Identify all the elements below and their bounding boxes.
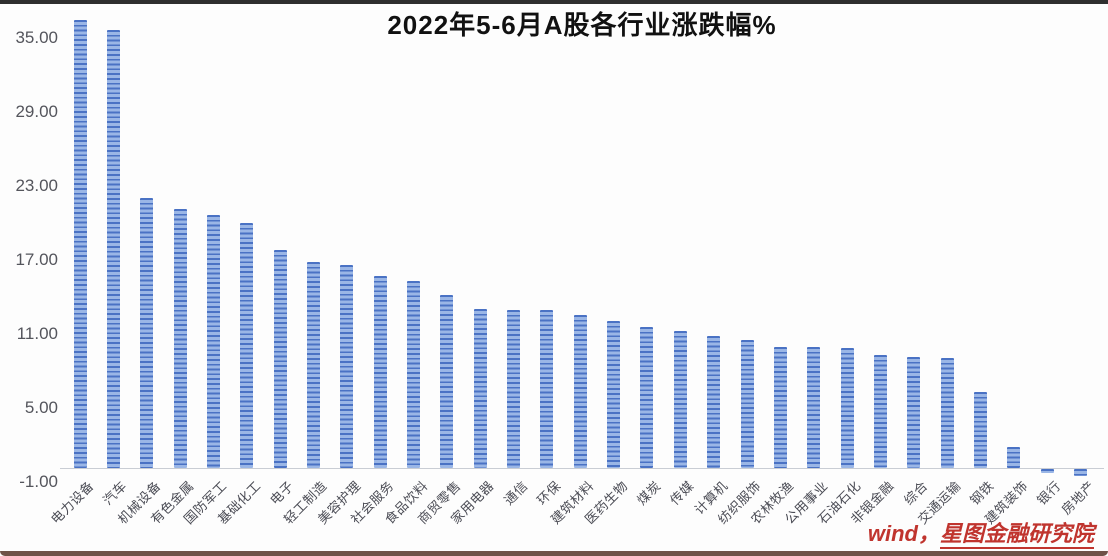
bar — [206, 215, 220, 468]
y-axis-tick-label: 29.00 — [15, 101, 58, 121]
bar — [873, 354, 887, 468]
y-axis-tick-label: 35.00 — [15, 27, 58, 47]
bar — [773, 347, 787, 468]
bar — [273, 249, 287, 468]
watermark-source: wind， — [867, 521, 940, 546]
bar — [240, 222, 254, 468]
y-axis-tick-label: 5.00 — [24, 397, 58, 417]
bar — [407, 280, 420, 468]
bar — [73, 20, 87, 468]
bar — [540, 310, 554, 468]
bar — [740, 339, 754, 468]
y-axis-tick-label: 17.00 — [15, 249, 58, 269]
bar — [1074, 469, 1087, 477]
bar — [940, 358, 954, 468]
watermark: wind，星图金融研究院 — [867, 516, 1094, 549]
bar — [507, 310, 521, 468]
bar — [640, 327, 654, 468]
photo-top-edge — [0, 0, 1108, 4]
bar — [840, 348, 854, 468]
bar — [573, 315, 587, 468]
bar — [607, 321, 621, 468]
bar — [306, 262, 320, 468]
bar — [440, 295, 454, 468]
bar — [673, 331, 687, 468]
bar — [807, 347, 821, 468]
bar — [173, 209, 187, 468]
bar — [106, 30, 120, 468]
bar — [707, 336, 721, 468]
bar — [340, 264, 354, 468]
bar — [473, 308, 487, 468]
bar — [140, 197, 154, 468]
x-axis-line — [60, 468, 1104, 469]
bar — [373, 275, 387, 468]
watermark-brand: 星图金融研究院 — [939, 521, 1094, 549]
bar — [1007, 447, 1021, 468]
y-axis-tick-label: -1.00 — [19, 471, 58, 491]
photo-bottom-edge — [0, 551, 1108, 556]
bar — [1040, 469, 1054, 473]
y-axis-tick-label: 23.00 — [15, 175, 58, 195]
chart-title: 2022年5-6月A股各行业涨跌幅% — [387, 10, 777, 40]
bar — [907, 357, 921, 468]
bar — [973, 391, 987, 468]
y-axis-tick-label: 11.00 — [16, 323, 58, 343]
